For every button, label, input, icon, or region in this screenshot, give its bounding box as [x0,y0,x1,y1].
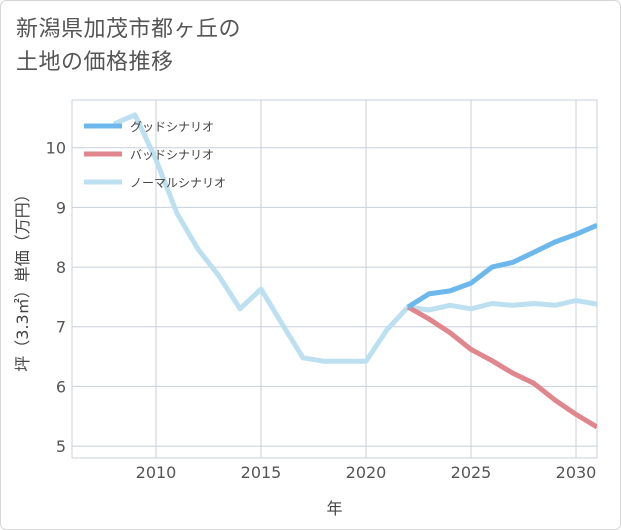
series-line-0 [406,223,597,310]
title-line-1: 新潟県加茂市都ヶ丘の [16,17,242,42]
legend-label-1: バッドシナリオ [130,148,214,162]
y-tick-label: 7 [56,318,66,337]
y-axis-label: 坪（3.3㎡）単価（万円） [13,186,32,371]
legend-label-2: ノーマルシナリオ [130,176,226,190]
y-tick-label: 10 [46,139,66,158]
x-tick-label: 2020 [346,463,387,482]
y-tick-label: 6 [56,377,66,396]
x-tick-label: 2030 [556,463,597,482]
x-tick-label: 2010 [136,463,177,482]
chart-title: 新潟県加茂市都ヶ丘の 土地の価格推移 [16,13,241,79]
title-line-2: 土地の価格推移 [16,50,174,75]
legend-label-0: グッドシナリオ [130,120,214,134]
x-tick-label: 2015 [241,463,282,482]
x-axis-label: 年 [326,499,342,518]
y-tick-label: 9 [56,198,66,217]
y-tick-label: 5 [56,437,66,456]
x-tick-label: 2025 [451,463,492,482]
series-line-1 [406,304,597,430]
series-line-2 [113,112,597,364]
plot-area [71,99,598,459]
y-tick-label: 8 [56,258,66,277]
